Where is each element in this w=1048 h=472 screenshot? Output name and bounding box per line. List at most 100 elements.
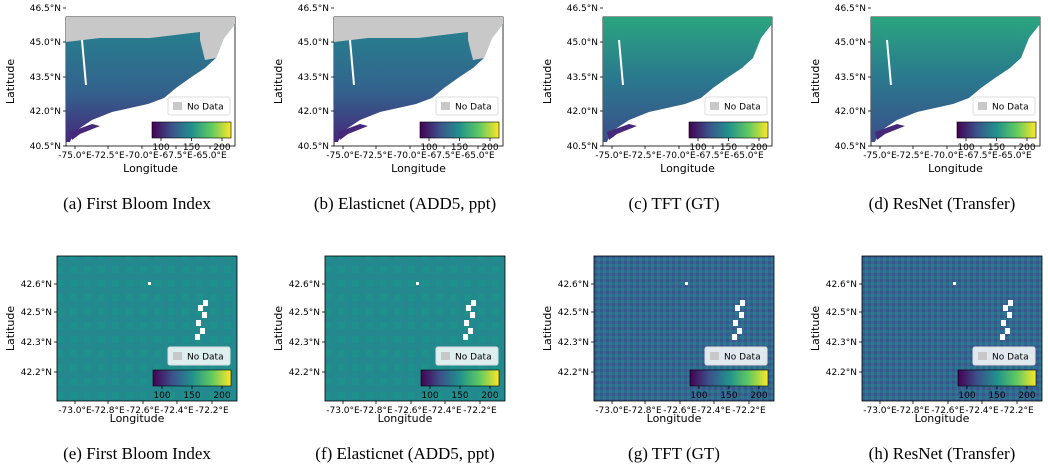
no-data-patch — [464, 320, 469, 326]
y-tick-label: 46.5°N — [298, 4, 329, 14]
legend-label: No Data — [187, 353, 224, 363]
no-data-patch — [200, 328, 205, 334]
caption: (f) Elasticnet (ADD5, ppt) — [315, 444, 494, 463]
colorbar-tick-label: 200 — [1018, 391, 1035, 401]
x-tick-label: -72.4°E — [428, 406, 462, 416]
colorbar-tick-label: 200 — [750, 391, 767, 401]
x-tick-label: -65.0°E — [730, 151, 764, 161]
no-data-patch — [1007, 312, 1012, 318]
y-axis-label: Latitude — [4, 306, 17, 352]
x-tick-label: -72.4°E — [697, 406, 731, 416]
x-tick-label: -73.0°E — [863, 406, 897, 416]
no-data-patch — [416, 282, 419, 285]
x-tick-label: -65.0°E — [998, 151, 1032, 161]
no-data-patch — [1000, 334, 1005, 340]
colorbar-tick-label: 150 — [988, 143, 1005, 153]
y-tick-label: 46.5°N — [835, 4, 866, 14]
y-tick-label: 42.5°N — [826, 308, 857, 318]
panel: -73.0°E -72.8°E -72.6°E -72.4°E -72.2°E 42.6°… — [4, 255, 238, 463]
x-tick-label: -65.0°E — [461, 151, 495, 161]
colorbar-tick-label: 150 — [988, 391, 1005, 401]
colorbar-tick-label: 100 — [152, 143, 169, 153]
legend-label: No Data — [992, 103, 1029, 113]
x-tick-label: -75.0°E — [326, 151, 360, 161]
colorbar-tick-label: 150 — [720, 391, 737, 401]
y-tick-label: 43.5°N — [30, 73, 61, 83]
caption: (d) ResNet (Transfer) — [869, 194, 1016, 213]
legend-box — [167, 96, 231, 116]
no-data-region — [66, 17, 200, 42]
map-region — [70, 124, 100, 140]
y-tick-label: 42.0°N — [298, 107, 329, 117]
legend-swatch — [978, 352, 987, 360]
colorbar-tick-label: 100 — [689, 143, 706, 153]
y-tick-label: 42.5°N — [558, 308, 589, 318]
axes-frame — [593, 255, 775, 402]
colorbar — [957, 369, 1037, 387]
no-data-patch — [953, 282, 956, 285]
colorbar-tick-label: 100 — [958, 391, 975, 401]
legend-swatch — [710, 102, 719, 110]
no-data-patch — [737, 328, 742, 334]
y-axis-label: Latitude — [272, 59, 285, 105]
x-tick-label: -73.0°E — [58, 406, 92, 416]
legend-box — [435, 96, 499, 116]
x-tick-label: -72.5°E — [896, 151, 930, 161]
no-data-region — [200, 17, 235, 60]
x-tick-label: -72.4°E — [965, 406, 999, 416]
x-tick-label: -72.2°E — [1000, 406, 1034, 416]
x-tick-label: -65.0°E — [193, 151, 227, 161]
colorbar — [152, 369, 232, 387]
y-tick-label: 42.3°N — [826, 338, 857, 348]
panel: -73.0°E -72.8°E -72.6°E -72.4°E -72.2°E 42.6°… — [272, 255, 506, 463]
y-tick-label: 42.2°N — [826, 368, 857, 378]
y-tick-label: 42.3°N — [289, 338, 320, 348]
y-tick-label: 42.6°N — [826, 280, 857, 290]
legend-swatch — [173, 102, 182, 110]
x-tick-label: -72.6°E — [126, 406, 160, 416]
legend-swatch — [441, 102, 450, 110]
legend-label: No Data — [724, 353, 761, 363]
y-tick-label: 43.5°N — [567, 73, 598, 83]
caption: (h) ResNet (Transfer) — [869, 444, 1016, 463]
y-tick-label: 45.0°N — [30, 38, 61, 48]
colorbar-tick-label: 150 — [720, 143, 737, 153]
colorbar-tick-label: 150 — [183, 143, 200, 153]
no-data-patch — [735, 305, 740, 311]
map-region — [603, 17, 772, 142]
x-tick-label: -72.8°E — [628, 406, 662, 416]
no-data-patch — [202, 312, 207, 318]
y-tick-label: 45.0°N — [567, 38, 598, 48]
lake — [886, 39, 892, 86]
y-axis-label: Latitude — [541, 306, 554, 352]
y-tick-label: 40.5°N — [298, 142, 329, 152]
y-tick-label: 40.5°N — [567, 142, 598, 152]
colorbar — [420, 369, 500, 387]
legend-box — [704, 96, 768, 116]
colorbar — [689, 369, 769, 387]
no-data-patch — [148, 282, 151, 285]
y-tick-label: 42.0°N — [835, 107, 866, 117]
no-data-region — [468, 17, 503, 60]
colorbar — [419, 121, 500, 139]
x-tick-label: -72.8°E — [359, 406, 393, 416]
y-tick-label: 43.5°N — [835, 73, 866, 83]
x-tick-label: -73.0°E — [326, 406, 360, 416]
colorbar-tick-label: 200 — [481, 391, 498, 401]
colorbar-tick-label: 100 — [957, 143, 974, 153]
colorbar-tick-label: 150 — [183, 391, 200, 401]
colorbar — [956, 121, 1037, 139]
map-region — [338, 124, 368, 140]
x-tick-label: -72.5°E — [359, 151, 393, 161]
no-data-patch — [1008, 300, 1013, 306]
x-tick-label: -72.8°E — [896, 406, 930, 416]
y-tick-label: 42.2°N — [558, 368, 589, 378]
legend-box — [972, 96, 1036, 116]
legend-box — [972, 346, 1036, 366]
x-tick-label: -70.0°E — [393, 151, 427, 161]
y-tick-label: 42.2°N — [289, 368, 320, 378]
panel: -75.0°E -72.5°E -70.0°E -67.5°E -65.0°E 46.5°… — [541, 4, 773, 213]
map-region — [66, 17, 235, 142]
no-data-patch — [1003, 305, 1008, 311]
